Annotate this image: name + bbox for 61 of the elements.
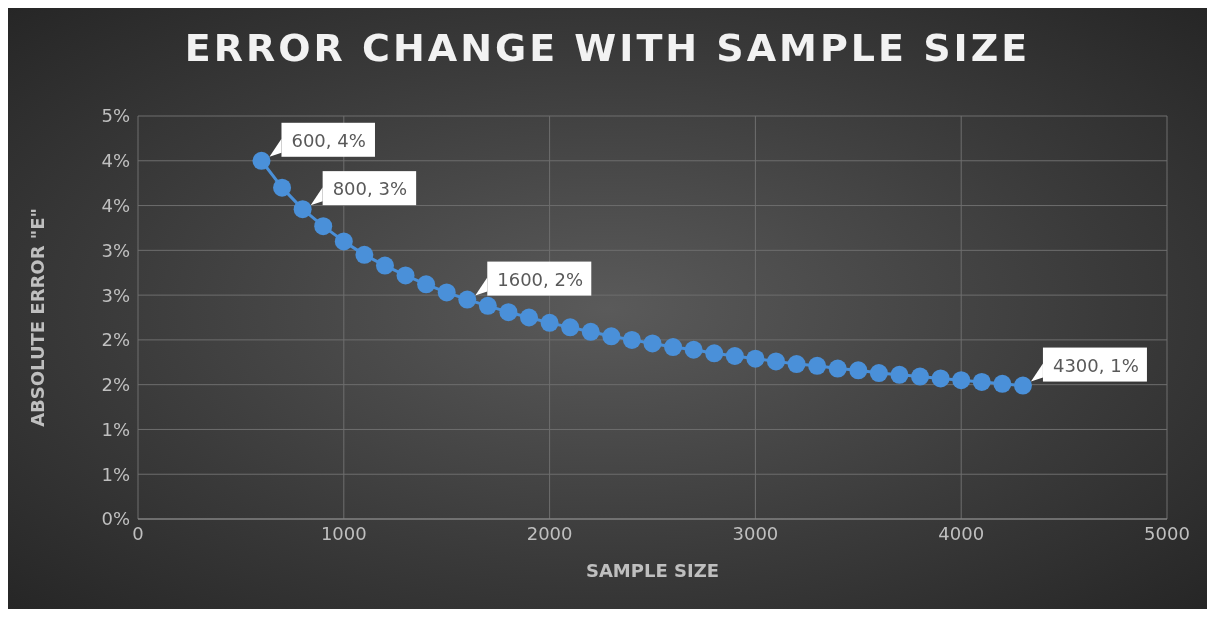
point xyxy=(931,369,950,388)
point xyxy=(602,327,621,346)
point xyxy=(725,347,744,366)
y-tick-label: 4% xyxy=(101,150,130,172)
point xyxy=(705,344,724,363)
point xyxy=(252,151,271,170)
point xyxy=(993,374,1012,393)
point xyxy=(869,364,888,383)
y-tick-label: 2% xyxy=(101,374,130,396)
point xyxy=(540,313,559,332)
data-label: 1600, 2% xyxy=(497,268,584,290)
point xyxy=(622,330,641,349)
point xyxy=(314,217,333,236)
x-tick-label: 1000 xyxy=(320,522,367,544)
point xyxy=(437,283,456,302)
y-tick-label: 2% xyxy=(101,329,130,351)
point xyxy=(396,266,415,285)
point xyxy=(273,178,292,197)
point xyxy=(849,361,868,380)
point xyxy=(355,245,374,264)
point xyxy=(746,349,765,368)
point xyxy=(808,356,827,375)
x-axis-title: SAMPLE SIZE xyxy=(585,560,720,581)
x-tick-label: 4000 xyxy=(938,522,985,544)
point xyxy=(375,256,394,275)
point xyxy=(664,338,683,357)
y-tick-label: 0% xyxy=(101,508,130,530)
y-tick-label: 3% xyxy=(101,284,130,306)
point xyxy=(334,232,353,251)
x-tick-label: 5000 xyxy=(1144,522,1190,544)
point xyxy=(643,334,662,353)
point xyxy=(787,355,806,374)
point xyxy=(478,296,497,315)
point xyxy=(828,359,847,378)
y-tick-label: 3% xyxy=(101,239,130,261)
x-tick-label: 2000 xyxy=(526,522,573,544)
point xyxy=(684,340,703,359)
y-tick-label: 5% xyxy=(101,105,130,127)
data-label: 600, 4% xyxy=(291,129,366,151)
point xyxy=(952,371,971,390)
data-label: 4300, 1% xyxy=(1052,354,1139,376)
point xyxy=(561,318,580,337)
y-tick-label: 4% xyxy=(101,194,130,216)
chart-title: ERROR CHANGE WITH SAMPLE SIZE xyxy=(183,26,1032,70)
point xyxy=(766,352,785,371)
point xyxy=(499,303,518,322)
point xyxy=(458,290,477,309)
x-tick-label: 3000 xyxy=(732,522,779,544)
point xyxy=(1013,376,1032,395)
data-label: 800, 3% xyxy=(332,178,407,200)
point xyxy=(890,365,909,384)
point xyxy=(417,275,436,294)
y-tick-label: 1% xyxy=(101,418,130,440)
point xyxy=(581,322,600,341)
point xyxy=(911,367,930,386)
point xyxy=(520,308,539,327)
point xyxy=(972,372,991,391)
y-axis-title: ABSOLUTE ERROR "E" xyxy=(27,208,49,427)
x-tick-label: 0 xyxy=(132,522,144,544)
point xyxy=(293,200,312,219)
y-tick-label: 1% xyxy=(101,463,130,485)
